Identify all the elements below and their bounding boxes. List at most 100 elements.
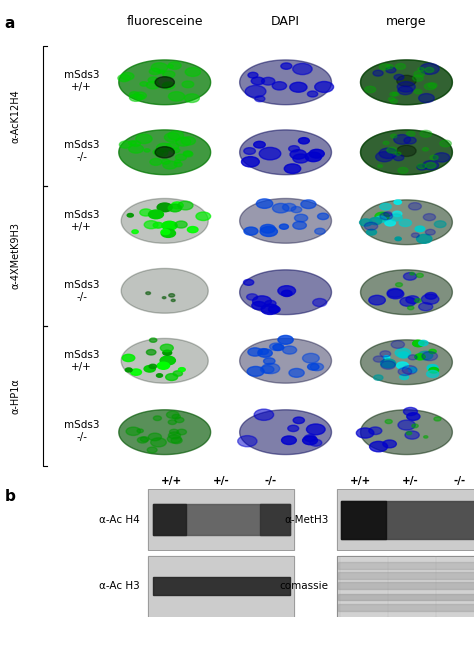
Circle shape	[150, 159, 162, 165]
Circle shape	[254, 141, 265, 148]
Circle shape	[393, 155, 404, 161]
Circle shape	[183, 152, 193, 157]
Circle shape	[430, 155, 438, 160]
Circle shape	[388, 97, 395, 101]
Circle shape	[369, 427, 382, 434]
Circle shape	[161, 230, 170, 235]
Circle shape	[251, 77, 264, 85]
Circle shape	[383, 356, 390, 359]
Circle shape	[183, 151, 192, 156]
Circle shape	[315, 81, 334, 92]
Circle shape	[260, 224, 275, 233]
Circle shape	[417, 164, 426, 169]
Polygon shape	[240, 199, 331, 243]
Text: B': B'	[230, 119, 240, 129]
Circle shape	[153, 149, 164, 155]
Circle shape	[140, 437, 149, 441]
Circle shape	[273, 203, 289, 213]
Circle shape	[398, 86, 413, 94]
Circle shape	[175, 154, 186, 161]
Circle shape	[255, 96, 265, 102]
Circle shape	[128, 144, 144, 153]
Circle shape	[385, 419, 392, 424]
Circle shape	[429, 367, 438, 373]
Circle shape	[260, 226, 277, 237]
Circle shape	[390, 99, 398, 103]
Circle shape	[289, 146, 300, 152]
Polygon shape	[240, 60, 331, 105]
Circle shape	[258, 349, 272, 358]
Circle shape	[392, 211, 402, 216]
Circle shape	[400, 297, 416, 306]
Circle shape	[417, 234, 432, 243]
Circle shape	[246, 294, 258, 300]
Circle shape	[406, 432, 412, 435]
Circle shape	[154, 416, 162, 420]
Circle shape	[402, 365, 417, 374]
Polygon shape	[240, 130, 331, 174]
Circle shape	[146, 81, 159, 89]
Circle shape	[283, 203, 296, 211]
Bar	[260, 504, 290, 535]
Circle shape	[130, 369, 142, 375]
Circle shape	[132, 230, 138, 234]
Circle shape	[412, 75, 423, 81]
Circle shape	[178, 367, 185, 371]
Circle shape	[398, 420, 415, 430]
Circle shape	[166, 142, 179, 150]
Circle shape	[310, 363, 324, 371]
Circle shape	[137, 429, 143, 433]
Text: A: A	[109, 49, 117, 59]
Circle shape	[171, 299, 175, 302]
Circle shape	[264, 358, 275, 365]
Circle shape	[155, 147, 174, 158]
Circle shape	[272, 81, 287, 90]
Circle shape	[182, 81, 194, 88]
Circle shape	[122, 354, 135, 361]
Circle shape	[301, 200, 316, 209]
Circle shape	[304, 435, 316, 441]
Circle shape	[289, 369, 304, 377]
Circle shape	[163, 161, 177, 169]
Circle shape	[380, 213, 392, 220]
Bar	[153, 504, 186, 535]
Circle shape	[241, 157, 259, 167]
Text: D': D'	[230, 258, 241, 269]
Circle shape	[160, 344, 173, 352]
Circle shape	[168, 204, 182, 212]
Circle shape	[399, 219, 411, 226]
Circle shape	[422, 148, 428, 151]
Circle shape	[153, 222, 163, 228]
Circle shape	[392, 92, 399, 96]
Circle shape	[420, 131, 432, 137]
Circle shape	[151, 438, 166, 447]
Circle shape	[140, 82, 148, 86]
Circle shape	[427, 371, 439, 377]
Text: C': C'	[230, 189, 240, 199]
Bar	[338, 562, 474, 569]
Circle shape	[162, 221, 177, 230]
Circle shape	[268, 306, 280, 313]
Circle shape	[394, 200, 401, 204]
Circle shape	[166, 411, 179, 419]
Circle shape	[140, 209, 152, 216]
Circle shape	[146, 292, 151, 295]
Circle shape	[307, 424, 325, 435]
Circle shape	[129, 92, 139, 97]
Circle shape	[414, 71, 424, 77]
Circle shape	[409, 203, 421, 210]
Circle shape	[411, 233, 419, 237]
Circle shape	[366, 229, 376, 235]
Circle shape	[429, 349, 436, 354]
Circle shape	[151, 63, 168, 72]
Polygon shape	[121, 199, 208, 243]
Circle shape	[373, 70, 383, 76]
Circle shape	[181, 137, 195, 145]
Circle shape	[171, 202, 183, 209]
Text: merge: merge	[386, 15, 427, 28]
Text: α-Ac H4: α-Ac H4	[99, 515, 140, 525]
Text: A'': A''	[351, 49, 364, 59]
Circle shape	[281, 63, 292, 70]
Circle shape	[425, 230, 435, 235]
Circle shape	[398, 367, 412, 375]
